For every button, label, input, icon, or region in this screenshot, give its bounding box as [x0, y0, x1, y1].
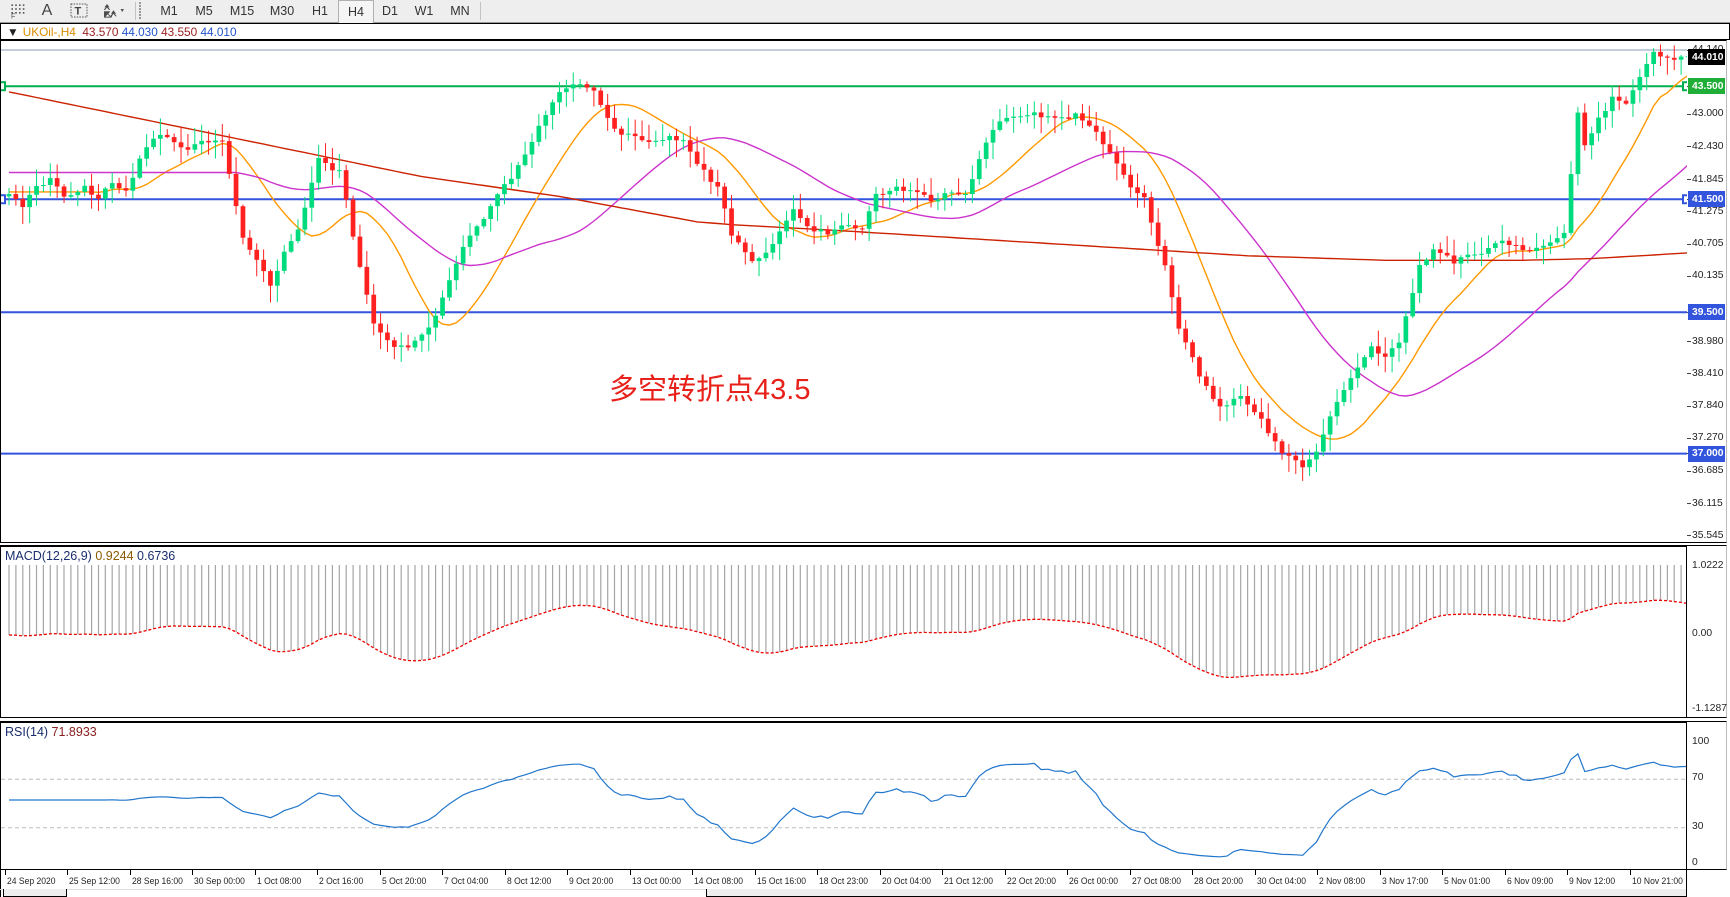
svg-text:T: T — [75, 6, 82, 18]
svg-text:F: F — [11, 14, 15, 20]
